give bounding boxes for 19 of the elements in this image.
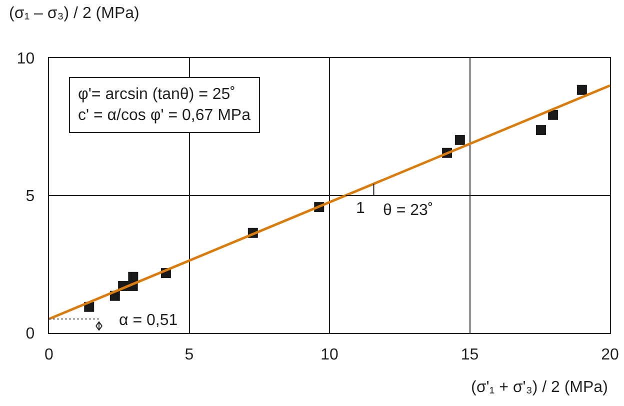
- y-tick-label: 10: [16, 50, 35, 68]
- point: [536, 125, 546, 136]
- y-tick-label: 5: [26, 188, 35, 206]
- y-tick-label: 0: [26, 326, 35, 343]
- annotation: θ = 23˚: [383, 202, 434, 219]
- x-tick-label: 15: [460, 346, 479, 364]
- annotation: φ'= arcsin (tanθ) = 25˚ c' = α/cos φ' = 0,67 MPa: [78, 86, 251, 124]
- point: [548, 110, 558, 120]
- y-axis-title: (σ₁ – σ₃) / 2 (MPa): [9, 5, 140, 22]
- point: [454, 134, 465, 145]
- annotation: α = 0,51: [119, 312, 178, 329]
- point: [128, 272, 138, 282]
- x-tick-label: 5: [184, 346, 194, 364]
- x-tick-label: 20: [601, 346, 619, 364]
- x-tick-label: 10: [320, 346, 338, 364]
- point: [576, 84, 587, 95]
- x-tick-label: 0: [44, 346, 54, 364]
- x-axis-title: (σ'₁ + σ'₃) / 2 (MPa): [471, 379, 608, 396]
- annotation: 1: [356, 200, 365, 217]
